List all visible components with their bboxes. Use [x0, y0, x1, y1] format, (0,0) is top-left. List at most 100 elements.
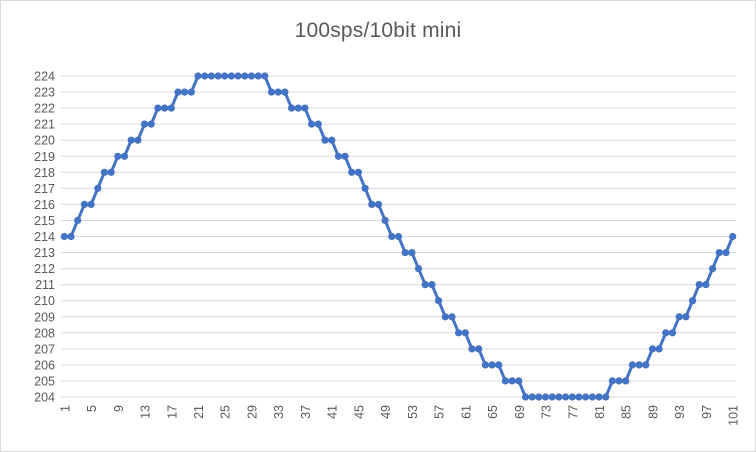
data-point-marker	[595, 393, 603, 401]
data-point-marker	[622, 377, 630, 385]
data-point-marker	[729, 232, 737, 241]
y-axis-tick-label: 224	[34, 70, 55, 84]
data-point-marker	[695, 281, 703, 289]
data-point-marker	[154, 104, 162, 112]
x-axis-tick-label: 69	[513, 405, 527, 419]
data-point-marker	[127, 136, 135, 144]
data-point-marker	[368, 200, 376, 208]
data-point-marker	[648, 345, 657, 353]
x-axis-tick-label: 77	[566, 405, 580, 419]
data-point-marker	[521, 393, 530, 401]
data-point-marker	[274, 88, 282, 96]
x-axis-tick-label: 93	[673, 405, 687, 419]
y-axis-tick-label: 222	[34, 102, 55, 116]
data-point-marker	[348, 168, 356, 176]
data-point-marker	[421, 281, 429, 289]
data-point-marker	[214, 72, 222, 80]
data-point-marker	[120, 152, 129, 160]
x-axis-tick-label: 57	[433, 405, 447, 419]
data-point-marker	[247, 72, 256, 80]
data-point-marker	[147, 120, 155, 128]
data-point-marker	[381, 216, 389, 224]
data-point-marker	[508, 377, 516, 385]
y-axis-tick-label: 207	[34, 342, 55, 356]
data-point-marker	[475, 345, 483, 353]
data-point-marker	[568, 393, 576, 401]
data-point-marker	[662, 329, 670, 337]
data-point-marker	[221, 72, 229, 80]
y-axis-tick-label: 205	[34, 374, 55, 388]
data-point-marker	[495, 361, 503, 369]
y-axis-tick-label: 213	[34, 246, 55, 260]
x-axis-tick-label: 13	[139, 405, 153, 419]
data-point-marker	[161, 104, 169, 112]
data-point-marker	[227, 72, 235, 80]
data-point-marker	[194, 72, 202, 80]
data-point-marker	[602, 393, 610, 401]
x-axis-tick-label: 85	[620, 405, 634, 419]
x-axis-tick-label: 5	[85, 405, 99, 412]
data-point-marker	[94, 184, 102, 192]
y-axis-tick-label: 211	[35, 278, 55, 292]
data-point-marker	[555, 393, 563, 401]
data-point-marker	[528, 393, 536, 401]
y-axis-tick-label: 216	[34, 198, 55, 212]
x-axis-tick-label: 21	[192, 405, 206, 419]
data-point-marker	[234, 72, 242, 80]
data-point-marker	[541, 393, 550, 401]
x-axis-tick-label: 49	[379, 405, 393, 419]
data-point-marker	[201, 72, 209, 80]
chart-title: 100sps/10bit mini	[294, 19, 462, 42]
x-axis-tick-label: 33	[272, 405, 286, 419]
x-axis-tick-label: 45	[352, 405, 366, 419]
data-point-marker	[715, 249, 723, 257]
data-point-marker	[668, 329, 677, 337]
data-point-marker	[87, 200, 95, 208]
x-axis-tick-label: 37	[299, 405, 313, 419]
data-point-marker	[107, 168, 115, 176]
y-axis-tick-label: 212	[34, 262, 55, 276]
y-axis-tick-label: 209	[34, 310, 55, 324]
data-point-marker	[608, 377, 617, 385]
x-axis-tick-label: 101	[727, 405, 741, 426]
x-axis-tick-label: 61	[459, 405, 473, 419]
data-point-marker	[689, 297, 697, 305]
data-point-marker	[67, 232, 75, 241]
x-axis-tick-label: 53	[406, 405, 420, 419]
data-point-marker	[80, 200, 88, 208]
data-point-marker	[254, 72, 262, 80]
data-point-marker	[321, 136, 329, 144]
data-point-marker	[114, 152, 122, 160]
data-point-marker	[435, 297, 443, 305]
data-point-marker	[167, 104, 175, 112]
data-point-marker	[501, 377, 509, 385]
data-point-marker	[294, 104, 302, 112]
data-point-marker	[441, 313, 449, 321]
data-point-marker	[455, 329, 463, 337]
data-point-marker	[267, 88, 276, 96]
x-axis-tick-label: 1	[58, 405, 72, 412]
data-point-marker	[354, 168, 362, 176]
data-point-marker	[388, 232, 396, 241]
data-point-marker	[709, 265, 717, 273]
data-point-marker	[468, 345, 476, 353]
data-point-marker	[615, 377, 623, 385]
x-axis-tick-label: 17	[165, 405, 179, 419]
data-point-marker	[60, 232, 68, 241]
data-point-marker	[535, 393, 543, 401]
y-axis-tick-label: 210	[34, 294, 55, 308]
data-point-marker	[394, 232, 403, 241]
data-point-marker	[655, 345, 663, 353]
data-point-marker	[241, 72, 249, 80]
data-point-marker	[461, 329, 469, 337]
x-axis-tick-label: 9	[112, 405, 126, 412]
x-axis-tick-label: 65	[486, 405, 500, 419]
data-point-marker	[582, 393, 590, 401]
data-point-marker	[448, 313, 456, 321]
data-point-marker	[207, 72, 215, 80]
data-point-marker	[328, 136, 336, 144]
data-point-marker	[575, 393, 583, 401]
data-point-marker	[308, 120, 316, 128]
data-point-marker	[401, 249, 409, 257]
